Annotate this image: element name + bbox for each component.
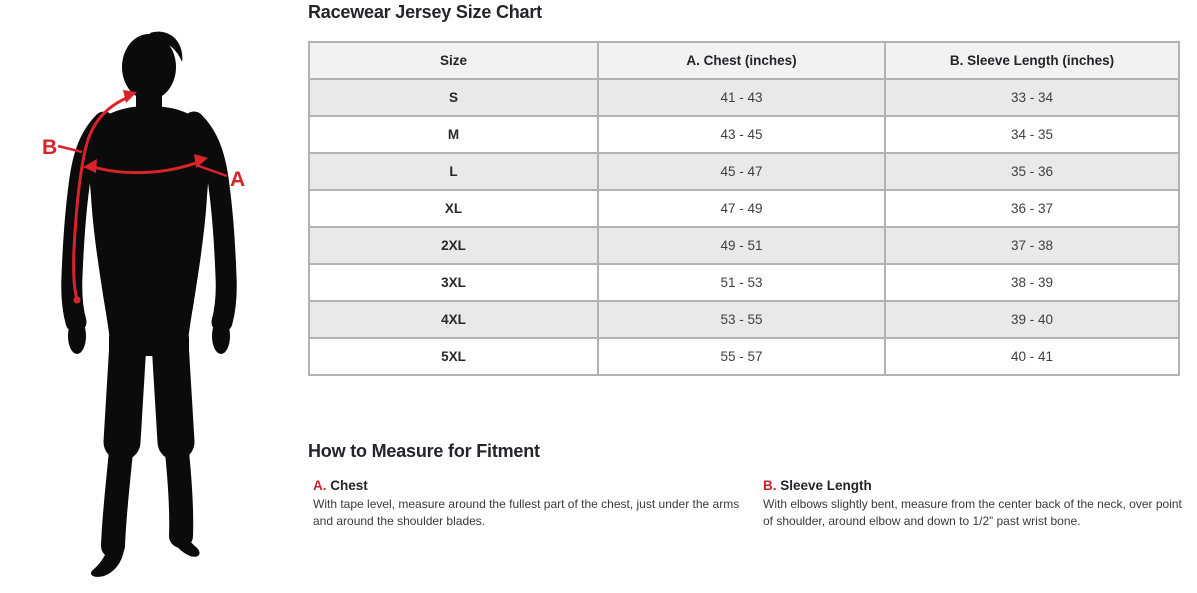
table-row: 5XL 55 - 57 40 - 41 bbox=[308, 337, 1180, 376]
sleeve-value: 40 - 41 bbox=[884, 337, 1180, 376]
figure-label-b: B bbox=[42, 136, 57, 159]
measure-sleeve-heading: B. Sleeve Length bbox=[763, 478, 1187, 493]
b-callout-line bbox=[57, 144, 83, 154]
measure-chest-heading: A. Chest bbox=[313, 478, 747, 493]
measure-sleeve-description: With elbows slightly bent, measure from … bbox=[763, 497, 1182, 529]
male-silhouette-illustration: B A bbox=[42, 31, 245, 577]
silhouette-right-thigh bbox=[151, 323, 195, 461]
size-value: 4XL bbox=[308, 300, 599, 339]
table-row: M 43 - 45 34 - 35 bbox=[308, 115, 1180, 154]
sleeve-measure-line bbox=[72, 95, 130, 301]
header-chest: A. Chest (inches) bbox=[597, 41, 886, 80]
chest-value: 47 - 49 bbox=[597, 189, 886, 228]
sleeve-value: 36 - 37 bbox=[884, 189, 1180, 228]
chest-value: 41 - 43 bbox=[597, 78, 886, 117]
sleeve-value: 33 - 34 bbox=[884, 78, 1180, 117]
measure-chest-name: Chest bbox=[330, 478, 368, 493]
size-value: 3XL bbox=[308, 263, 599, 302]
chest-arrowhead-left bbox=[83, 159, 97, 173]
size-value: S bbox=[308, 78, 599, 117]
measure-item-sleeve: B. Sleeve Length With elbows slightly be… bbox=[763, 478, 1187, 530]
header-size: Size bbox=[308, 41, 599, 80]
silhouette-torso bbox=[89, 106, 209, 342]
header-sleeve: B. Sleeve Length (inches) bbox=[884, 41, 1180, 80]
silhouette-head bbox=[122, 34, 176, 100]
sleeve-arrowhead bbox=[123, 90, 137, 103]
page-title: Racewear Jersey Size Chart bbox=[308, 2, 542, 22]
sleeve-value: 37 - 38 bbox=[884, 226, 1180, 265]
measurement-figure: B A bbox=[0, 0, 300, 593]
chest-value: 49 - 51 bbox=[597, 226, 886, 265]
chest-value: 51 - 53 bbox=[597, 263, 886, 302]
measurement-marks: B A bbox=[42, 90, 245, 304]
table-row: 2XL 49 - 51 37 - 38 bbox=[308, 226, 1180, 265]
table-row: XL 47 - 49 36 - 37 bbox=[308, 189, 1180, 228]
table-row: S 41 - 43 33 - 34 bbox=[308, 78, 1180, 117]
chest-value: 43 - 45 bbox=[597, 115, 886, 154]
measure-chest-description: With tape level, measure around the full… bbox=[313, 497, 740, 529]
table-row: L 45 - 47 35 - 36 bbox=[308, 152, 1180, 191]
silhouette-hair bbox=[150, 31, 183, 62]
silhouette-right-arm bbox=[183, 111, 237, 333]
size-value: L bbox=[308, 152, 599, 191]
measure-sleeve-letter: B. bbox=[763, 478, 777, 493]
size-value: M bbox=[308, 115, 599, 154]
howto-section-title: How to Measure for Fitment bbox=[308, 441, 540, 461]
chest-value: 45 - 47 bbox=[597, 152, 886, 191]
chest-measure-line bbox=[89, 159, 202, 175]
a-callout-line bbox=[195, 163, 228, 178]
measure-sleeve-name: Sleeve Length bbox=[780, 478, 872, 493]
sleeve-value: 35 - 36 bbox=[884, 152, 1180, 191]
table-header-row: Size A. Chest (inches) B. Sleeve Length … bbox=[308, 41, 1180, 80]
silhouette-right-calf bbox=[164, 430, 194, 548]
chest-value: 53 - 55 bbox=[597, 300, 886, 339]
sleeve-value: 39 - 40 bbox=[884, 300, 1180, 339]
chest-value: 55 - 57 bbox=[597, 337, 886, 376]
size-chart-table: Size A. Chest (inches) B. Sleeve Length … bbox=[308, 41, 1180, 376]
silhouette-left-calf bbox=[101, 430, 134, 558]
table-row: 3XL 51 - 53 38 - 39 bbox=[308, 263, 1180, 302]
measure-item-chest: A. Chest With tape level, measure around… bbox=[313, 478, 747, 530]
sleeve-value: 38 - 39 bbox=[884, 263, 1180, 302]
measure-chest-letter: A. bbox=[313, 478, 327, 493]
sleeve-value: 34 - 35 bbox=[884, 115, 1180, 154]
sleeve-line-end bbox=[73, 296, 81, 304]
table-row: 4XL 53 - 55 39 - 40 bbox=[308, 300, 1180, 339]
size-value: 2XL bbox=[308, 226, 599, 265]
size-value: XL bbox=[308, 189, 599, 228]
figure-label-a: A bbox=[230, 168, 245, 191]
silhouette-left-thigh bbox=[103, 323, 147, 461]
size-value: 5XL bbox=[308, 337, 599, 376]
